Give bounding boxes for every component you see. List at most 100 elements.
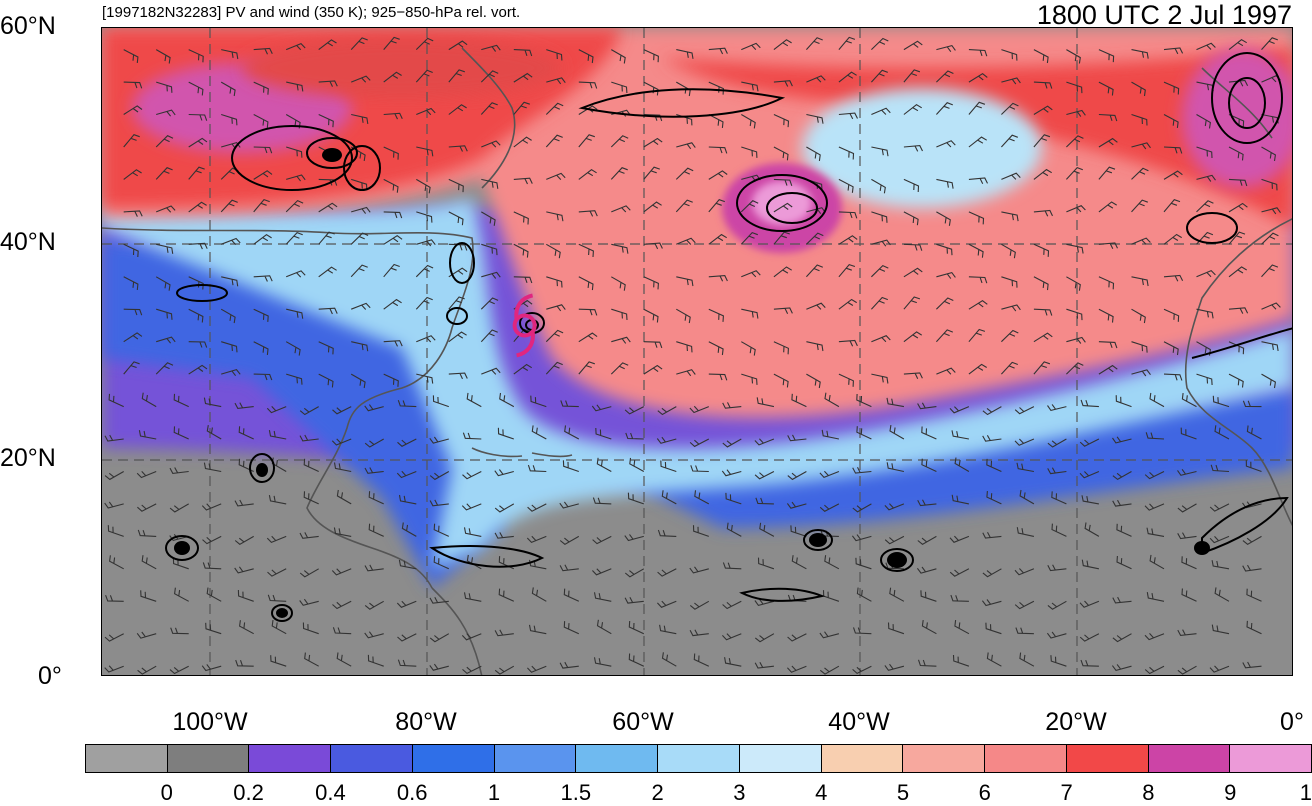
wind-barb bbox=[563, 588, 580, 602]
wind-barb bbox=[1098, 276, 1115, 290]
wind-barb bbox=[253, 275, 273, 282]
wind-barb bbox=[596, 457, 612, 472]
wind-barb bbox=[318, 341, 334, 355]
colorbar-swatch bbox=[821, 745, 904, 772]
wind-barb bbox=[708, 47, 728, 55]
wind-barb bbox=[480, 70, 499, 83]
wind-barb bbox=[1080, 399, 1099, 408]
wind-barb bbox=[1246, 425, 1262, 440]
wind-barb bbox=[1014, 568, 1035, 576]
wind-barb bbox=[754, 661, 774, 669]
wind-barb bbox=[936, 70, 954, 83]
wind-barb bbox=[526, 535, 547, 544]
wind-barb bbox=[1115, 395, 1132, 408]
colorbar-swatch bbox=[1066, 745, 1149, 772]
wind-barb bbox=[1228, 231, 1246, 245]
wind-barb bbox=[364, 564, 384, 572]
wind-barb bbox=[331, 568, 352, 576]
wind-barb bbox=[806, 373, 821, 389]
wind-barb bbox=[1033, 276, 1049, 291]
wind-barb bbox=[332, 600, 352, 610]
wind-barb bbox=[170, 627, 189, 635]
wind-barb bbox=[689, 629, 709, 637]
wind-barb bbox=[578, 81, 598, 89]
wind-barb bbox=[156, 308, 173, 320]
wind-barb bbox=[593, 592, 612, 602]
wind-barb bbox=[1131, 369, 1151, 377]
wind-barb bbox=[188, 341, 208, 348]
wind-barb bbox=[741, 341, 756, 356]
wind-barb bbox=[824, 392, 840, 408]
wind-barb bbox=[416, 211, 433, 223]
wind-barb bbox=[936, 44, 956, 53]
lon-label-40w: 40°W bbox=[828, 708, 890, 736]
wind-barb bbox=[1014, 600, 1035, 610]
wind-barb bbox=[968, 211, 985, 225]
wind-barb bbox=[624, 534, 644, 542]
wind-barb bbox=[722, 600, 742, 610]
wind-barb bbox=[708, 308, 724, 322]
wind-barb bbox=[1196, 308, 1214, 319]
lat-label-60n: 60°N bbox=[0, 12, 56, 40]
colorbar-swatch bbox=[331, 745, 413, 772]
wind-barb bbox=[1144, 503, 1165, 511]
wind-barb bbox=[920, 590, 937, 602]
wind-barb bbox=[367, 654, 384, 667]
wind-barb bbox=[773, 39, 792, 51]
wind-barb bbox=[318, 307, 338, 315]
wind-barb bbox=[884, 663, 905, 671]
wind-barb bbox=[1177, 629, 1197, 636]
wind-barb bbox=[318, 80, 338, 87]
wind-barb bbox=[628, 653, 645, 667]
wind-barb bbox=[123, 105, 143, 115]
wind-barb bbox=[1214, 587, 1230, 602]
wind-barb bbox=[886, 462, 905, 473]
wind-barb bbox=[531, 425, 547, 440]
wind-barb bbox=[448, 211, 464, 226]
wind-barb bbox=[206, 425, 222, 440]
wind-barb bbox=[1079, 470, 1100, 479]
wind-barb bbox=[416, 107, 436, 116]
wind-barb bbox=[838, 178, 854, 193]
wind-barb bbox=[221, 341, 238, 353]
wind-barb bbox=[1001, 329, 1019, 343]
wind-barb bbox=[889, 587, 905, 602]
wind-barb bbox=[1001, 243, 1016, 259]
wind-barb bbox=[416, 239, 436, 247]
wind-barb bbox=[1033, 243, 1050, 257]
wind-barb bbox=[611, 81, 628, 94]
wind-barb bbox=[109, 555, 124, 570]
wind-barb bbox=[286, 81, 304, 92]
wind-barb bbox=[318, 202, 338, 213]
wind-barb bbox=[481, 271, 501, 279]
wind-barb bbox=[1177, 468, 1197, 476]
wind-barb bbox=[481, 178, 499, 189]
wind-barb bbox=[949, 406, 970, 414]
wind-barb bbox=[1033, 105, 1053, 115]
wind-barb bbox=[786, 665, 807, 673]
wind-barb bbox=[203, 397, 222, 408]
storm-arm bbox=[514, 293, 534, 320]
wind-barb bbox=[173, 426, 189, 440]
wind-barb bbox=[1001, 211, 1019, 222]
colorbar-tick-label: 3 bbox=[733, 780, 746, 805]
wind-barb bbox=[351, 178, 368, 191]
wind-barb bbox=[545, 361, 563, 375]
wind-barb bbox=[397, 633, 417, 642]
wind-barb bbox=[708, 199, 725, 213]
wind-barb bbox=[656, 436, 677, 444]
wind-barb bbox=[513, 363, 532, 375]
wind-barb bbox=[1098, 137, 1118, 148]
wind-barb bbox=[1033, 209, 1053, 217]
wind-barb bbox=[1211, 560, 1230, 570]
vorticity-contour-fills bbox=[174, 148, 1210, 618]
wind-barb bbox=[968, 136, 987, 148]
wind-barb bbox=[1098, 113, 1118, 122]
colorbar bbox=[85, 744, 1312, 773]
wind-barb bbox=[1131, 199, 1148, 213]
wind-barb bbox=[303, 458, 319, 472]
wind-barb bbox=[755, 497, 774, 505]
wind-barb bbox=[1047, 600, 1067, 610]
wind-barb bbox=[903, 243, 923, 251]
wind-barb bbox=[578, 134, 595, 148]
